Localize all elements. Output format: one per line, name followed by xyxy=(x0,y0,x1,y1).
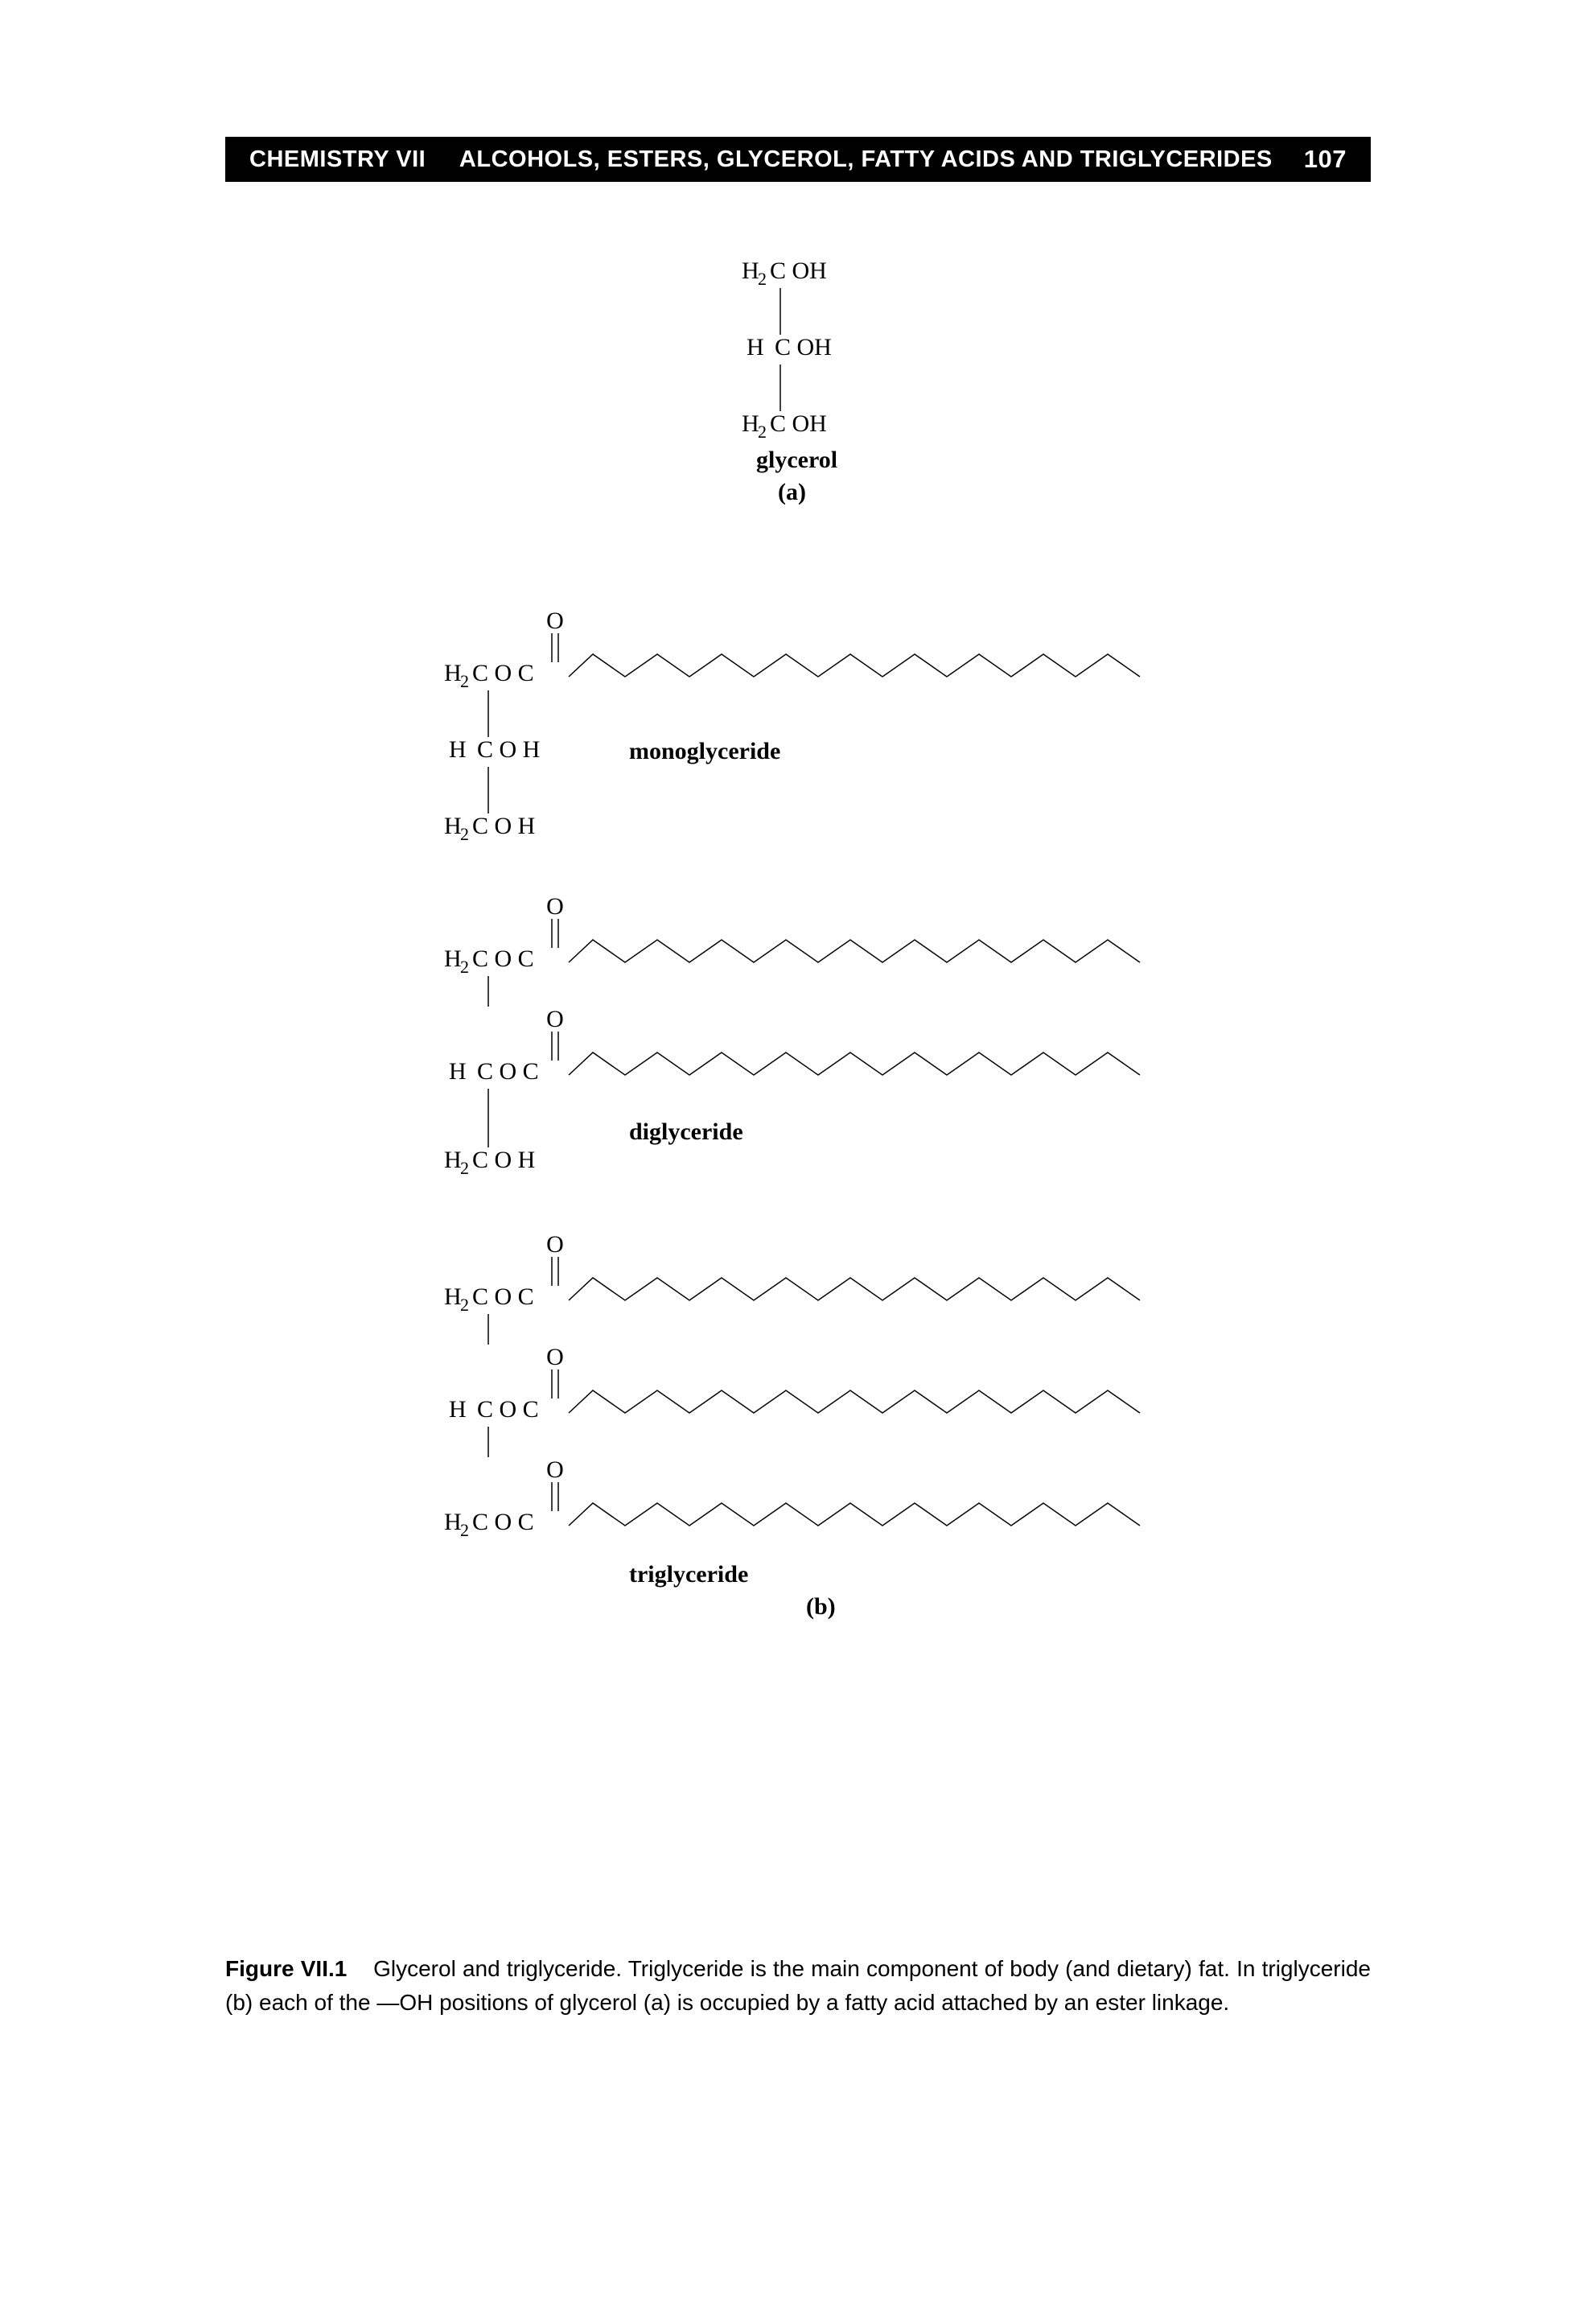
svg-text:H: H xyxy=(444,945,462,972)
svg-text:2: 2 xyxy=(460,671,469,691)
svg-text:O: O xyxy=(546,1231,564,1258)
figure-caption-text: Glycerol and triglyceride. Triglyceride … xyxy=(225,1956,1371,2015)
glycerol-structure-svg: H 2 C OH H C OH H 2 C OH glycerol (a) xyxy=(718,246,878,528)
svg-text:H: H xyxy=(449,1058,467,1085)
svg-text:2: 2 xyxy=(460,824,469,844)
svg-text:C OH: C OH xyxy=(770,257,827,284)
svg-text:diglyceride: diglyceride xyxy=(629,1118,743,1145)
figure-label: Figure VII.1 xyxy=(225,1956,347,1981)
diglyceride-group: O H2 C O C O H C O C diglyceri xyxy=(444,893,1140,1178)
figure-b-glycerides: O H2 C O C H C O H monoglyceride H2 xyxy=(225,596,1371,1904)
figure-caption: Figure VII.1 Glycerol and triglyceride. … xyxy=(225,1952,1371,2020)
svg-text:H: H xyxy=(444,1283,462,1310)
svg-text:O: O xyxy=(546,893,564,920)
svg-text:2: 2 xyxy=(758,422,767,442)
svg-text:C O C: C O C xyxy=(472,945,534,972)
svg-text:C OH: C OH xyxy=(775,334,832,360)
svg-text:C O H: C O H xyxy=(472,1147,535,1173)
svg-text:H: H xyxy=(742,410,759,437)
page-content: CHEMISTRY VII ALCOHOLS, ESTERS, GLYCEROL… xyxy=(0,0,1596,2020)
chapter-label: CHEMISTRY VII xyxy=(249,146,426,172)
svg-text:C OH: C OH xyxy=(770,410,827,437)
svg-text:C O H: C O H xyxy=(477,736,540,763)
svg-text:H: H xyxy=(742,257,759,284)
svg-text:H: H xyxy=(444,1147,462,1173)
triglyceride-group: O H2 C O C O H C O C O xyxy=(444,1231,1140,1620)
svg-text:glycerol: glycerol xyxy=(756,447,837,473)
svg-text:(a): (a) xyxy=(778,479,806,505)
svg-text:H: H xyxy=(449,1396,467,1423)
svg-text:C O C: C O C xyxy=(472,1509,534,1535)
svg-text:O: O xyxy=(546,1456,564,1483)
glycerides-structure-svg: O H2 C O C H C O H monoglyceride H2 xyxy=(420,596,1176,1900)
chapter-header-bar: CHEMISTRY VII ALCOHOLS, ESTERS, GLYCEROL… xyxy=(225,137,1371,182)
svg-text:2: 2 xyxy=(460,1158,469,1178)
page-number: 107 xyxy=(1304,145,1347,174)
svg-text:H: H xyxy=(747,334,764,360)
svg-text:2: 2 xyxy=(758,269,767,289)
svg-text:H: H xyxy=(444,1509,462,1535)
svg-text:H: H xyxy=(449,736,467,763)
svg-text:C O C: C O C xyxy=(477,1396,539,1423)
svg-text:H: H xyxy=(444,660,462,686)
svg-text:triglyceride: triglyceride xyxy=(629,1561,748,1588)
svg-text:2: 2 xyxy=(460,1520,469,1540)
svg-text:C O C: C O C xyxy=(472,660,534,686)
svg-text:O: O xyxy=(546,608,564,634)
svg-text:C O C: C O C xyxy=(477,1058,539,1085)
chapter-title-text: CHEMISTRY VII ALCOHOLS, ESTERS, GLYCEROL… xyxy=(249,146,1273,173)
svg-text:O: O xyxy=(546,1344,564,1370)
svg-text:H: H xyxy=(444,813,462,839)
chapter-subtitle: ALCOHOLS, ESTERS, GLYCEROL, FATTY ACIDS … xyxy=(459,146,1273,172)
monoglyceride-group: O H2 C O C H C O H monoglyceride H2 xyxy=(444,608,1140,844)
svg-text:2: 2 xyxy=(460,1295,469,1315)
svg-text:2: 2 xyxy=(460,957,469,977)
svg-text:monoglyceride: monoglyceride xyxy=(629,738,780,764)
svg-text:C O H: C O H xyxy=(472,813,535,839)
svg-text:O: O xyxy=(546,1006,564,1032)
figure-a-glycerol: H 2 C OH H C OH H 2 C OH glycerol (a) xyxy=(225,246,1371,532)
svg-text:(b): (b) xyxy=(806,1593,836,1620)
svg-text:C O C: C O C xyxy=(472,1283,534,1310)
